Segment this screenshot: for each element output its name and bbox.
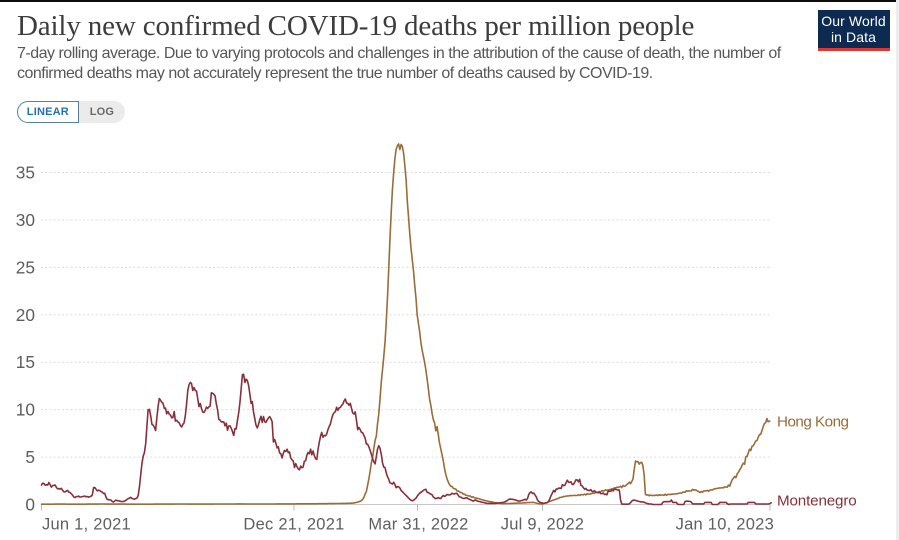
svg-text:Jul 9, 2022: Jul 9, 2022 — [501, 516, 584, 534]
svg-text:5: 5 — [25, 447, 35, 467]
svg-text:Dec 21, 2021: Dec 21, 2021 — [243, 516, 344, 534]
svg-text:Jun 1, 2021: Jun 1, 2021 — [42, 516, 131, 534]
svg-text:Mar 31, 2022: Mar 31, 2022 — [368, 516, 468, 534]
svg-text:35: 35 — [16, 163, 35, 183]
svg-text:20: 20 — [16, 305, 35, 325]
svg-text:Hong Kong: Hong Kong — [777, 414, 849, 431]
svg-text:10: 10 — [16, 400, 35, 420]
svg-text:25: 25 — [16, 257, 35, 277]
svg-text:15: 15 — [16, 352, 35, 372]
svg-text:Jan 10, 2023: Jan 10, 2023 — [676, 516, 774, 534]
svg-text:0: 0 — [25, 495, 35, 515]
svg-text:30: 30 — [16, 210, 35, 230]
svg-text:Montenegro: Montenegro — [777, 493, 857, 510]
